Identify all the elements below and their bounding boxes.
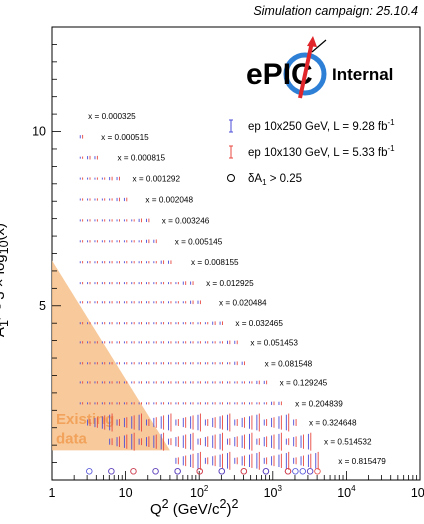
bin-label: x = 0.051453: [250, 338, 298, 347]
bin-label: x = 0.514532: [324, 438, 372, 447]
legend: ep 10x250 GeV, L = 9.28 fb-1 ep 10x130 G…: [227, 118, 395, 187]
legend-label-ep250: ep 10x250 GeV, L = 9.28 fb-1: [248, 118, 395, 133]
campaign-label: Simulation campaign: 25.10.4: [253, 4, 418, 18]
legend-label-delta: δA1 > 0.25: [248, 173, 302, 187]
delta-circle-marker: [284, 468, 292, 475]
logo-arrow-icon: [298, 41, 314, 99]
delta-circle-marker: [196, 468, 203, 475]
x-tick-label: 104: [337, 484, 356, 500]
x-axis-title: Q2 (GeV/c2)2: [150, 497, 239, 518]
legend-marker-ep250: [229, 119, 233, 133]
x-tick-label: 105: [411, 484, 424, 500]
bin-label: x = 0.000515: [101, 133, 149, 142]
epic-logo: ePIC Internal: [246, 36, 393, 99]
delta-circle-marker: [292, 468, 299, 475]
axis-ticks: 110102103104105510: [32, 44, 424, 500]
delta-circle-marker: [306, 468, 314, 475]
bin-label: x = 0.020484: [219, 298, 267, 307]
logo-internal-text: Internal: [332, 65, 393, 84]
bin-label: x = 0.002048: [145, 195, 193, 204]
delta-circle-marker: [262, 468, 270, 475]
delta-circle-marker: [240, 468, 248, 475]
bin-label: x = 0.000325: [88, 112, 136, 121]
bin-label: x = 0.001292: [132, 175, 180, 184]
data-points: [79, 134, 321, 475]
x-tick-label: 10: [119, 486, 133, 500]
bin-label: x = 0.204839: [295, 399, 343, 408]
y-axis-title: A1p - 3 × log10(x): [0, 222, 12, 337]
bin-label: x = 0.032465: [235, 319, 283, 328]
logo-small-arrow-icon: [311, 39, 327, 53]
legend-marker-ep130: [229, 145, 233, 159]
bin-label: x = 0.000815: [117, 154, 165, 163]
bin-label: x = 0.324648: [309, 419, 357, 428]
delta-circle-marker: [218, 468, 225, 475]
bin-labels: x = 0.000325 x = 0.000515 x = 0.000815 x = …: [88, 112, 386, 466]
x-tick-label: 1: [49, 486, 56, 500]
bin-label: x = 0.003246: [162, 216, 210, 225]
bin-label: x = 0.012925: [206, 279, 254, 288]
delta-circle-marker: [152, 468, 159, 475]
existing-label-line2: data: [56, 430, 88, 447]
delta-circle-marker: [86, 468, 93, 475]
bin-label: x = 0.081548: [265, 359, 313, 368]
bin-label: x = 0.815479: [338, 457, 386, 466]
bin-label: x = 0.008155: [191, 258, 239, 267]
x-tick-label: 103: [264, 484, 283, 500]
delta-circle-marker: [130, 468, 137, 475]
y-tick-label: 5: [39, 299, 46, 313]
delta-circle-marker: [174, 468, 181, 475]
y-tick-label: 10: [32, 125, 46, 139]
logo-arrowhead-icon: [307, 36, 317, 47]
legend-marker-circle-icon: [227, 174, 235, 182]
bin-label: x = 0.129245: [280, 378, 328, 387]
existing-data-region: [52, 260, 170, 451]
legend-label-ep130: ep 10x130 GeV, L = 5.33 fb-1: [248, 144, 395, 159]
existing-label-line1: Existing: [56, 411, 114, 428]
bin-label: x = 0.005145: [175, 237, 223, 246]
logo-ring-icon: [283, 52, 327, 96]
delta-circle-marker: [299, 468, 306, 475]
delta-circle-marker: [314, 468, 321, 475]
delta-circle-marker: [108, 468, 115, 475]
